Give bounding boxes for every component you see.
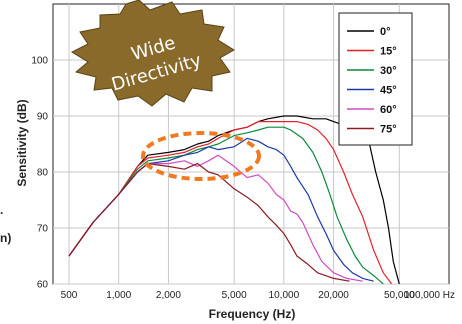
- series-line: [68, 115, 400, 284]
- annotation-badge: Wide Directivity: [70, 0, 235, 107]
- legend-label: 60°: [380, 104, 397, 116]
- series-line: [68, 163, 350, 282]
- highlight-ellipse: [141, 131, 261, 181]
- legend-box: [338, 12, 413, 146]
- x-tick-label: 2,000: [156, 290, 181, 301]
- x-tick-label: 10,000: [269, 290, 300, 301]
- x-tick-label: 5,000: [222, 290, 247, 301]
- x-tick-label: 1,000: [106, 290, 131, 301]
- x-tick-label: 100,000 Hz: [404, 290, 455, 301]
- badge-starburst: [70, 0, 235, 107]
- legend: 0° 15° 30° 45° 60° 75°: [338, 12, 413, 146]
- y-tick-labels: 60 70 80 90 100: [31, 56, 48, 291]
- left-fragment-unit: n): [0, 231, 11, 245]
- y-axis-title: Sensitivity (dB): [15, 99, 29, 186]
- legend-label: 15°: [380, 46, 397, 58]
- x-tick-label: 50,000: [384, 290, 415, 301]
- y-tick-label: 80: [37, 168, 49, 179]
- y-tick-label: 60: [37, 280, 49, 291]
- left-fragment-dot: .: [0, 203, 3, 217]
- legend-label: 0°: [380, 26, 391, 38]
- series-line: [68, 121, 393, 284]
- y-tick-label: 100: [31, 56, 48, 67]
- y-tick-label: 90: [37, 112, 49, 123]
- legend-label: 30°: [380, 65, 397, 77]
- x-tick-labels: 500 1,000 2,000 5,000 10,000 20,000 50,000100,…: [61, 290, 455, 301]
- x-tick-label: 20,000: [318, 290, 349, 301]
- series-layer: [68, 115, 400, 284]
- y-tick-label: 70: [37, 224, 49, 235]
- series-line: [68, 126, 384, 284]
- x-axis-title: Frequency (Hz): [209, 307, 296, 321]
- legend-label: 75°: [380, 124, 397, 136]
- legend-label: 45°: [380, 85, 397, 97]
- x-tick-label: 500: [61, 290, 78, 301]
